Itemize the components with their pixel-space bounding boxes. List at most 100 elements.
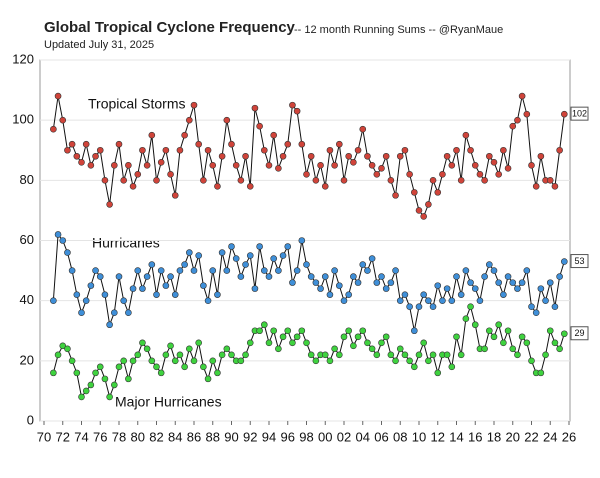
data-point (462, 131, 470, 139)
x-tick-label: 94 (262, 429, 276, 444)
data-point (481, 177, 488, 184)
data-point (532, 309, 540, 317)
data-point (186, 249, 193, 256)
data-point (195, 252, 202, 259)
data-point (129, 357, 137, 365)
data-point (345, 291, 352, 298)
data-point (457, 291, 465, 298)
y-tick-label: 40 (20, 292, 34, 307)
data-point (364, 339, 371, 347)
data-point (115, 140, 123, 148)
data-point (275, 165, 282, 172)
data-point (542, 351, 549, 359)
data-point (256, 243, 263, 250)
data-point (448, 297, 456, 304)
data-point (232, 255, 240, 262)
data-point (125, 309, 132, 317)
data-point (439, 171, 446, 178)
x-tick-label: 92 (243, 429, 257, 444)
data-point (307, 273, 315, 280)
data-point (425, 297, 432, 304)
data-point (382, 333, 390, 341)
y-tick-label: 100 (12, 112, 34, 127)
data-point (111, 381, 118, 389)
chart-title: Global Tropical Cyclone Frequency (44, 19, 296, 36)
data-point (518, 279, 526, 286)
data-point (415, 351, 423, 359)
data-point (317, 285, 324, 292)
data-point (218, 152, 226, 160)
data-point (392, 192, 399, 199)
x-tick-label: 26 (562, 429, 576, 444)
x-tick-label: 84 (168, 429, 182, 444)
data-point (401, 351, 409, 359)
data-point (139, 146, 146, 154)
x-tick-label: 22 (524, 429, 538, 444)
data-point (303, 171, 310, 178)
data-point (495, 321, 502, 329)
data-point (340, 177, 348, 184)
data-point (486, 327, 493, 335)
data-point (495, 171, 502, 178)
data-point (523, 267, 531, 274)
data-point (509, 122, 517, 130)
annotation: Major Hurricanes (115, 394, 222, 410)
chart-subtitle: -- 12 month Running Sums -- @RyanMaue (294, 24, 503, 36)
data-point (556, 273, 563, 280)
data-point (434, 282, 442, 289)
data-point (457, 177, 465, 184)
x-tick-label: 78 (112, 429, 126, 444)
data-point (289, 101, 296, 109)
data-point (462, 315, 470, 323)
data-point (387, 279, 395, 286)
data-point (59, 116, 67, 124)
data-point (64, 146, 71, 154)
data-point (509, 345, 517, 353)
data-point (162, 146, 170, 154)
data-point (275, 345, 282, 353)
data-point (73, 369, 81, 377)
data-point (232, 161, 240, 169)
data-point (518, 333, 526, 341)
data-point (298, 327, 306, 335)
x-tick-label: 96 (281, 429, 295, 444)
data-point (186, 116, 193, 124)
data-point (171, 192, 179, 199)
data-point (551, 339, 559, 347)
x-tick-label: 02 (337, 429, 351, 444)
data-point (420, 291, 427, 298)
data-point (331, 345, 338, 353)
data-point (120, 357, 127, 365)
data-point (106, 201, 113, 208)
data-point (448, 363, 456, 371)
data-point (467, 146, 474, 154)
data-point (411, 189, 418, 196)
data-point (153, 291, 160, 298)
data-point (486, 152, 493, 160)
data-point (96, 273, 104, 280)
x-tick-label: 10 (412, 429, 426, 444)
data-point (190, 357, 198, 365)
data-point (246, 183, 254, 190)
data-point (167, 171, 174, 178)
y-tick-label: 20 (20, 352, 34, 367)
data-point (364, 267, 371, 274)
x-tick-label: 88 (206, 429, 220, 444)
data-point (50, 369, 57, 377)
data-point (542, 297, 549, 304)
data-point (265, 339, 273, 347)
y-tick-label: 0 (27, 412, 34, 427)
data-point (382, 285, 390, 292)
data-point (340, 297, 348, 304)
data-point (190, 101, 198, 109)
data-point (54, 92, 62, 100)
data-point (64, 345, 71, 353)
data-point (514, 285, 521, 292)
data-point (50, 125, 57, 133)
data-point (326, 291, 334, 298)
data-point (143, 161, 151, 169)
data-point (223, 267, 231, 274)
data-point (275, 267, 282, 274)
data-point (331, 161, 338, 169)
data-point (176, 351, 184, 359)
